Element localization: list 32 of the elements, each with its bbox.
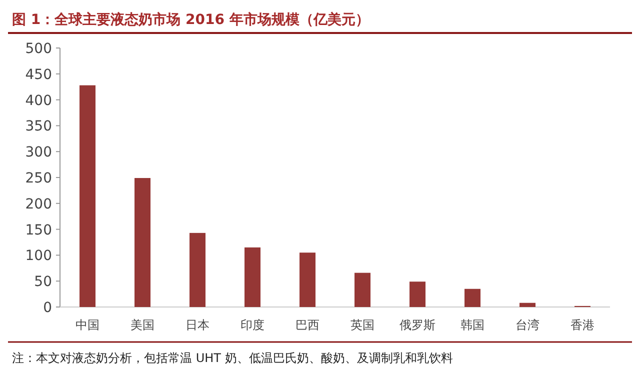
y-tick-label: 150: [25, 222, 52, 238]
text: 注：本文对液态奶分析，包括常温 UHT 奶、低温巴氏奶、酸奶、及调制乳和乳饮料: [12, 351, 453, 365]
x-tick-label: 美国: [130, 318, 154, 332]
bar: [464, 288, 480, 307]
y-tick-label: 50: [34, 274, 52, 290]
y-tick-label: 0: [43, 300, 52, 316]
bar: [80, 85, 96, 307]
x-tick-label: 日本: [186, 318, 210, 332]
x-tick-label: 巴西: [296, 318, 320, 332]
y-tick-label: 200: [25, 196, 52, 212]
bar: [190, 232, 206, 307]
x-tick-label: 俄罗斯: [400, 318, 436, 332]
y-tick-label: 450: [25, 66, 52, 83]
y-tick-label: 100: [25, 248, 52, 264]
x-tick-label: 台湾: [516, 318, 540, 332]
y-tick-label: 250: [25, 170, 52, 186]
y-tick-label: 300: [25, 144, 52, 161]
x-tick-label: 印度: [240, 318, 264, 332]
bar: [410, 282, 426, 307]
bar: [134, 178, 150, 307]
y-tick-label: 500: [25, 41, 52, 57]
chart-title: 图 1：全球主要液态奶市场 2016 年市场规模（亿美元）: [12, 11, 370, 28]
bar: [354, 272, 370, 307]
x-tick-label: 韩国: [460, 318, 484, 332]
bar: [244, 247, 260, 307]
y-tick-label: 400: [25, 92, 52, 109]
x-tick-label: 香港: [570, 318, 594, 332]
x-tick-label: 英国: [350, 318, 374, 332]
x-tick-label: 中国: [76, 318, 100, 332]
y-tick-label: 350: [25, 118, 52, 135]
bar: [300, 252, 316, 307]
bar: [520, 302, 536, 307]
